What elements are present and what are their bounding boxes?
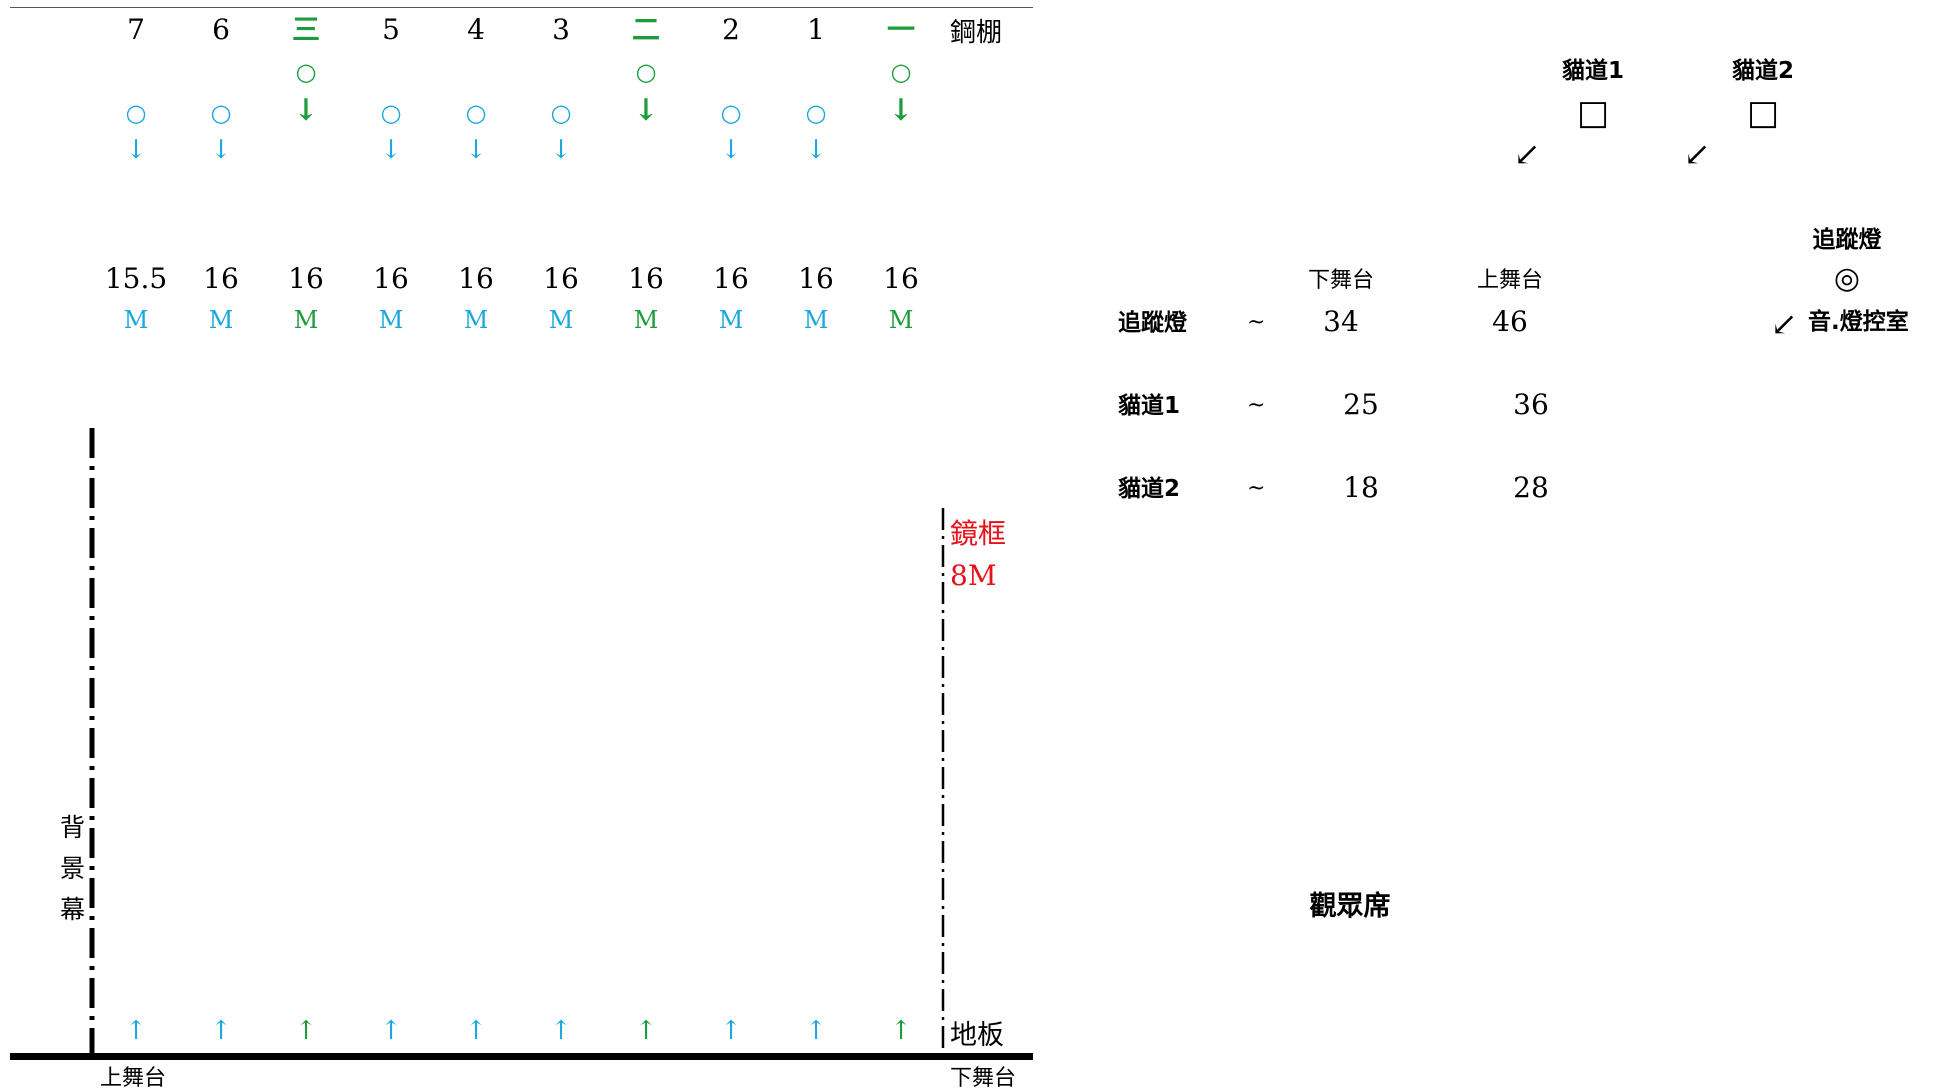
backdrop-label-1: 背 bbox=[60, 813, 86, 842]
batten-height: 16 bbox=[373, 262, 409, 295]
batten-arrow-up-icon: ↑ bbox=[890, 1016, 912, 1046]
batten-label: 5 bbox=[382, 13, 400, 46]
batten-arrow-up-icon: ↑ bbox=[125, 1016, 147, 1046]
control-room-label: 音.燈控室 bbox=[1808, 309, 1909, 335]
grid-line bbox=[10, 7, 1033, 8]
batten-label: 1 bbox=[807, 13, 825, 46]
table-row-down: 18 bbox=[1343, 471, 1379, 504]
batten-circle-icon: ○ bbox=[890, 58, 912, 86]
batten-circle-icon: ○ bbox=[125, 99, 147, 127]
batten-height: 15.5 bbox=[104, 262, 168, 295]
table-header-upstage: 上舞台 bbox=[1476, 268, 1544, 293]
batten-arrow-down-icon: ↓ bbox=[125, 135, 147, 165]
catwalk-1-label: 貓道1 bbox=[1561, 58, 1625, 84]
table-header-downstage: 下舞台 bbox=[1307, 268, 1375, 293]
batten-label: 3 bbox=[552, 13, 570, 46]
batten-height: 16 bbox=[288, 262, 324, 295]
table-row-sep: ~ bbox=[1247, 393, 1266, 418]
batten-circle-icon: ○ bbox=[720, 99, 742, 127]
batten-arrow-down-icon: ↓ bbox=[465, 135, 487, 165]
batten-unit: M bbox=[888, 306, 914, 334]
floor-label: 地板 bbox=[950, 1020, 1004, 1051]
batten-height: 16 bbox=[883, 262, 919, 295]
batten-arrow-up-icon: ↑ bbox=[720, 1016, 742, 1046]
proscenium-height: 8M bbox=[950, 559, 997, 592]
batten-height: 16 bbox=[203, 262, 239, 295]
table-row-up: 46 bbox=[1492, 305, 1528, 338]
batten-arrow-up-icon: ↑ bbox=[550, 1016, 572, 1046]
table-row-down: 25 bbox=[1343, 388, 1379, 421]
batten-circle-icon: ○ bbox=[210, 99, 232, 127]
batten-circle-icon: ○ bbox=[465, 99, 487, 127]
batten-height: 16 bbox=[628, 262, 664, 295]
batten-height: 16 bbox=[798, 262, 834, 295]
batten-height: 16 bbox=[458, 262, 494, 295]
batten-arrow-up-icon: ↑ bbox=[295, 1016, 317, 1046]
audience-label: 觀眾席 bbox=[1309, 891, 1391, 922]
follow-spot-label: 追蹤燈 bbox=[1812, 227, 1882, 253]
table-row-sep: ~ bbox=[1247, 476, 1266, 501]
batten-circle-icon: ○ bbox=[805, 99, 827, 127]
table-row-sep: ~ bbox=[1247, 310, 1266, 335]
table-row-name: 貓道2 bbox=[1118, 476, 1181, 502]
batten-arrow-down-icon: ↓ bbox=[293, 93, 319, 128]
batten-arrow-up-icon: ↑ bbox=[380, 1016, 402, 1046]
batten-arrow-up-icon: ↑ bbox=[805, 1016, 827, 1046]
batten-circle-icon: ○ bbox=[635, 58, 657, 86]
batten-arrow-down-icon: ↓ bbox=[210, 135, 232, 165]
batten-unit: M bbox=[208, 306, 234, 334]
backdrop-label-3: 幕 bbox=[60, 895, 86, 924]
batten-label: 2 bbox=[722, 13, 740, 46]
batten-circle-icon: ○ bbox=[380, 99, 402, 127]
batten-circle-icon: ○ bbox=[550, 99, 572, 127]
table-row-up: 28 bbox=[1513, 471, 1549, 504]
table-row-down: 34 bbox=[1323, 305, 1359, 338]
batten-arrow-down-icon: ↓ bbox=[380, 135, 402, 165]
batten-unit: M bbox=[123, 306, 149, 334]
downstage-label: 下舞台 bbox=[950, 1066, 1017, 1091]
batten-arrow-down-icon: ↓ bbox=[720, 135, 742, 165]
batten-arrow-down-icon: ↓ bbox=[633, 93, 659, 128]
batten-unit: M bbox=[633, 306, 659, 334]
batten-unit: M bbox=[463, 306, 489, 334]
table-row-name: 貓道1 bbox=[1118, 393, 1181, 419]
control-room-arrow-icon: ↙ bbox=[1770, 305, 1798, 343]
batten-label: 4 bbox=[467, 13, 485, 46]
table-row-up: 36 bbox=[1513, 388, 1549, 421]
batten-arrow-up-icon: ↑ bbox=[635, 1016, 657, 1046]
batten-label: 二 bbox=[631, 13, 661, 46]
batten-unit: M bbox=[718, 306, 744, 334]
batten-height: 16 bbox=[543, 262, 579, 295]
catwalk-1-square-icon: □ bbox=[1576, 93, 1610, 133]
batten-arrow-down-icon: ↓ bbox=[805, 135, 827, 165]
batten-label: 6 bbox=[212, 13, 230, 46]
batten-label: 7 bbox=[127, 13, 145, 46]
batten-arrow-down-icon: ↓ bbox=[888, 93, 914, 128]
backdrop-line bbox=[89, 428, 95, 1053]
batten-arrow-up-icon: ↑ bbox=[465, 1016, 487, 1046]
batten-unit: M bbox=[293, 306, 319, 334]
batten-height: 16 bbox=[713, 262, 749, 295]
catwalk-2-arrow-icon: ↙ bbox=[1683, 135, 1711, 173]
batten-unit: M bbox=[548, 306, 574, 334]
follow-spot-target-icon: ◎ bbox=[1833, 261, 1861, 296]
batten-unit: M bbox=[803, 306, 829, 334]
batten-circle-icon: ○ bbox=[295, 58, 317, 86]
catwalk-1-arrow-icon: ↙ bbox=[1513, 135, 1541, 173]
grid-label: 鋼棚 bbox=[950, 18, 1003, 48]
batten-label: 一 bbox=[886, 13, 916, 46]
batten-arrow-up-icon: ↑ bbox=[210, 1016, 232, 1046]
batten-unit: M bbox=[378, 306, 404, 334]
batten-arrow-down-icon: ↓ bbox=[550, 135, 572, 165]
batten-label: 三 bbox=[291, 13, 321, 46]
proscenium-title: 鏡框 bbox=[950, 517, 1007, 550]
table-row-name: 追蹤燈 bbox=[1118, 310, 1187, 336]
stage-floor bbox=[10, 1053, 1033, 1060]
backdrop-label-2: 景 bbox=[60, 854, 86, 883]
upstage-label: 上舞台 bbox=[100, 1066, 167, 1091]
proscenium-line bbox=[941, 508, 945, 1053]
catwalk-2-square-icon: □ bbox=[1746, 93, 1780, 133]
catwalk-2-label: 貓道2 bbox=[1731, 58, 1795, 84]
